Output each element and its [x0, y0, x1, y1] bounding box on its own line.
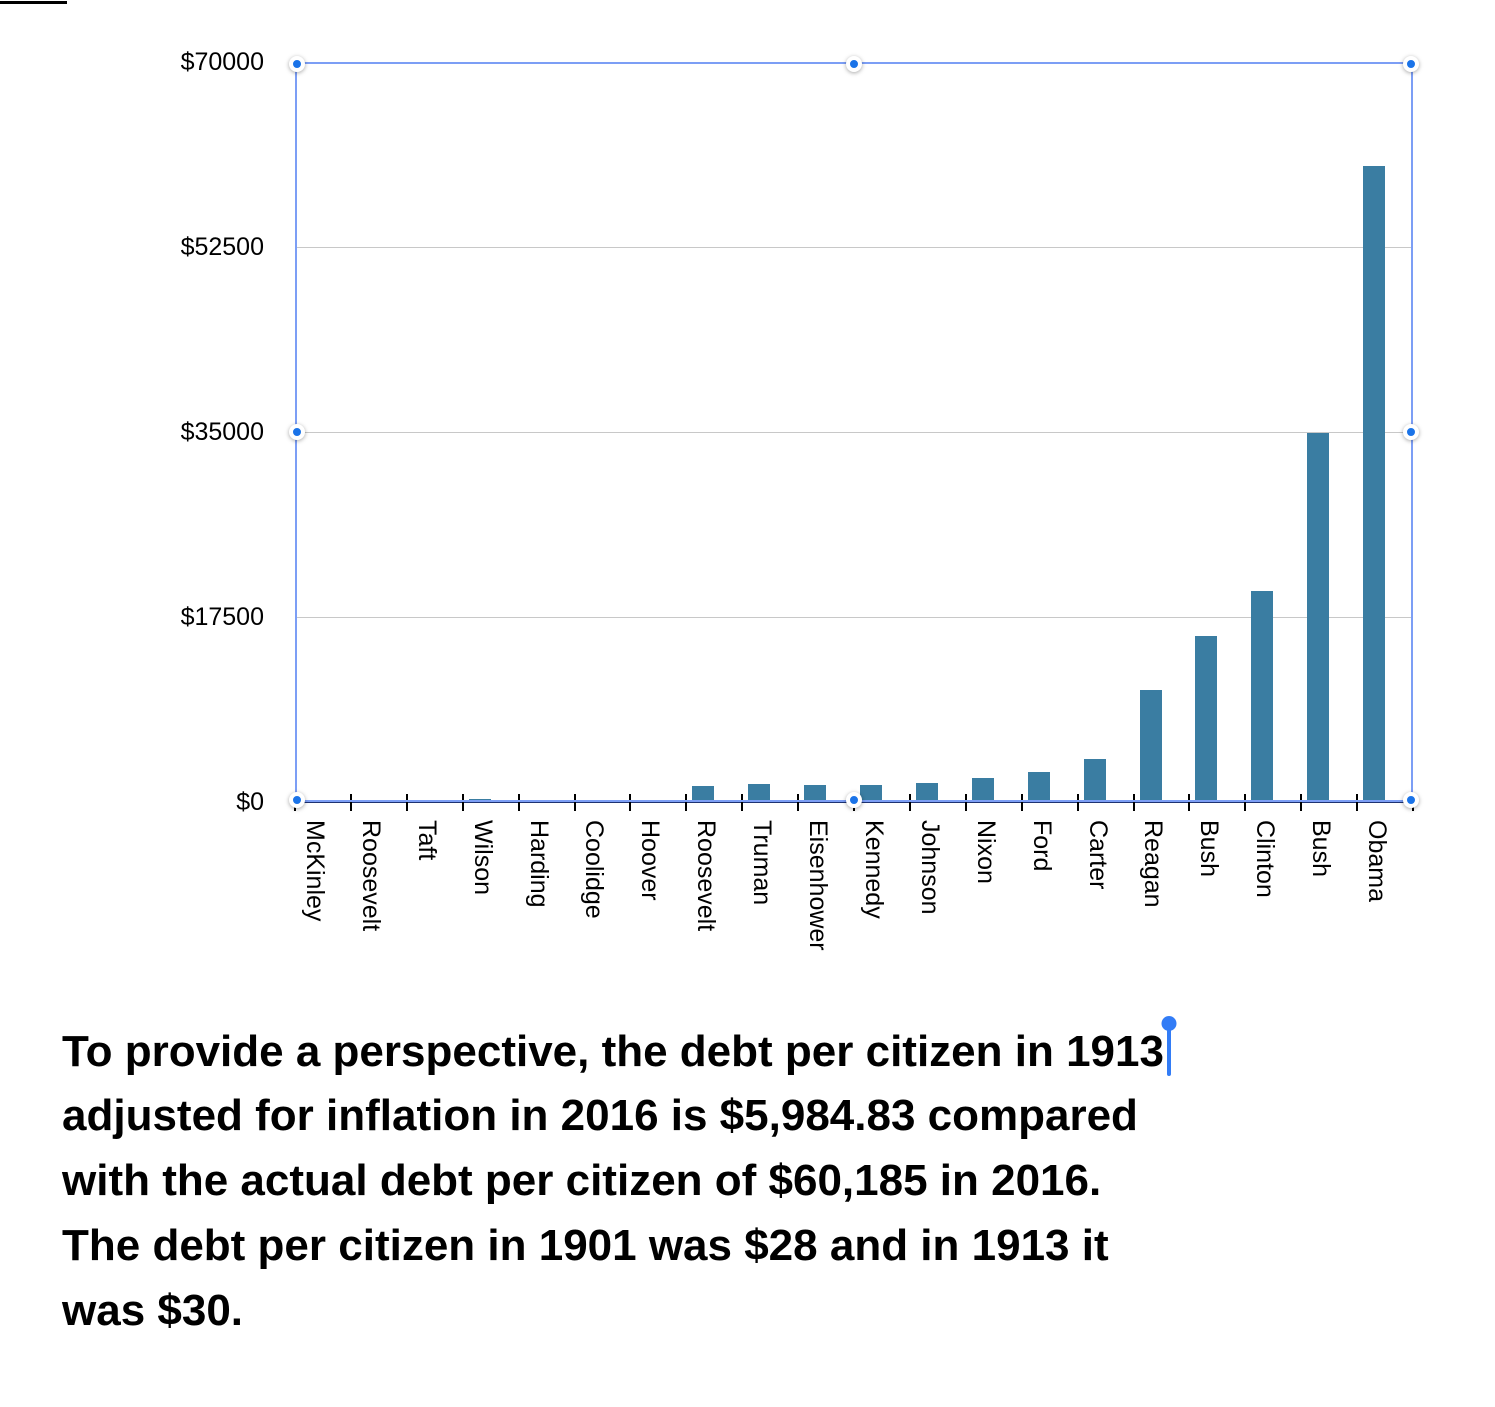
axis-tick [1300, 794, 1303, 811]
bar [971, 777, 994, 802]
x-category-label: Eisenhower [804, 820, 833, 951]
axis-tick [1188, 794, 1191, 811]
bar [1027, 772, 1050, 802]
caption-line: adjusted for inflation in 2016 is $5,984… [62, 1091, 1138, 1140]
x-category-label: Wilson [468, 820, 497, 896]
bar-slot [1301, 62, 1357, 802]
x-category-label: Harding [524, 820, 553, 908]
bar-slot [966, 62, 1022, 802]
bar-slot [686, 62, 742, 802]
bar [1251, 590, 1274, 802]
axis-tick [853, 794, 855, 811]
x-category-label: Roosevelt [356, 820, 385, 932]
caption-text-editor[interactable]: To provide a perspective, the debt per c… [62, 1022, 1462, 1347]
bar-slot [575, 62, 631, 802]
x-category-label: Coolidge [580, 820, 609, 919]
bar-slot [742, 62, 798, 802]
bar-slot [1357, 62, 1413, 802]
bar-slot [519, 62, 575, 802]
x-category-label: Bush [1307, 820, 1336, 877]
debt-per-citizen-bar-chart[interactable]: $70000 $52500 $35000 $17500 $0 McKinley Roose… [0, 0, 1495, 1010]
bar-slot [351, 62, 407, 802]
bar [1139, 690, 1162, 802]
x-category-label: Kennedy [859, 820, 888, 919]
axis-tick [517, 794, 520, 811]
caption-line: The debt per citizen in 1901 was $28 and… [62, 1221, 1109, 1270]
caption-line: To provide a perspective, the debt per c… [62, 1022, 1462, 1087]
x-category-label: Clinton [1251, 820, 1280, 898]
x-category-label: Hoover [636, 820, 665, 901]
bar-slot [1022, 62, 1078, 802]
axis-tick [908, 794, 911, 811]
y-tick-label: $52500 [180, 233, 264, 261]
axis-tick [1132, 794, 1135, 811]
gridline [295, 247, 1413, 248]
plot-area [294, 62, 1414, 811]
axis-tick [349, 794, 352, 811]
bar-slot [854, 62, 910, 802]
bars [295, 62, 1413, 802]
text-cursor[interactable] [1166, 1022, 1171, 1076]
gridline [295, 617, 1413, 618]
x-category-label: Truman [748, 820, 777, 906]
bar [1195, 636, 1218, 802]
bar-slot [630, 62, 686, 802]
bar [804, 784, 827, 802]
x-category-label: Ford [1027, 820, 1056, 872]
bar-slot [1245, 62, 1301, 802]
axis-tick [1076, 794, 1079, 811]
axis-tick [405, 794, 408, 811]
bar [1363, 165, 1386, 802]
axis-tick [629, 794, 632, 811]
axis-tick [741, 794, 744, 811]
bar-slot [910, 62, 966, 802]
x-category-label: Carter [1083, 820, 1112, 890]
bar-slot [407, 62, 463, 802]
axis-tick [573, 794, 576, 811]
bar [1307, 432, 1330, 802]
bar [1083, 759, 1106, 802]
bar-slot [1190, 62, 1246, 802]
bar-slot [1078, 62, 1134, 802]
x-category-label: Bush [1195, 820, 1224, 877]
axis-tick [1020, 794, 1023, 811]
x-category-label: Johnson [915, 820, 944, 915]
axis-tick [1412, 794, 1414, 811]
axis-tick [461, 794, 464, 811]
bar [915, 782, 938, 802]
caption-line: with the actual debt per citizen of $60,… [62, 1156, 1102, 1205]
axis-tick [1244, 794, 1247, 811]
y-tick-label: $35000 [180, 418, 264, 446]
axis-tick [685, 794, 688, 811]
x-category-label: Nixon [971, 820, 1000, 884]
bar-slot [1134, 62, 1190, 802]
axis-tick [1356, 794, 1359, 811]
caption-line: was $30. [62, 1286, 244, 1335]
y-tick-label: $0 [236, 788, 264, 816]
bar-slot [463, 62, 519, 802]
bar-slot [798, 62, 854, 802]
y-tick-label: $70000 [180, 48, 264, 76]
axis-tick [294, 794, 296, 811]
x-category-label: Obama [1363, 820, 1392, 902]
axis-tick [797, 794, 800, 811]
bar [748, 784, 771, 802]
gridline [295, 432, 1413, 433]
x-category-label: Roosevelt [692, 820, 721, 932]
bar [692, 786, 715, 802]
bar [860, 785, 883, 802]
bar-slot [295, 62, 351, 802]
axis-tick [964, 794, 967, 811]
y-tick-label: $17500 [180, 603, 264, 631]
x-category-label: Taft [412, 820, 441, 861]
x-category-label: Reagan [1139, 820, 1168, 908]
screen-edge-artifact [0, 1, 67, 4]
x-axis-labels: McKinley Roosevelt Taft Wilson Harding Coolid… [295, 820, 1413, 1010]
x-category-label: McKinley [300, 820, 329, 922]
